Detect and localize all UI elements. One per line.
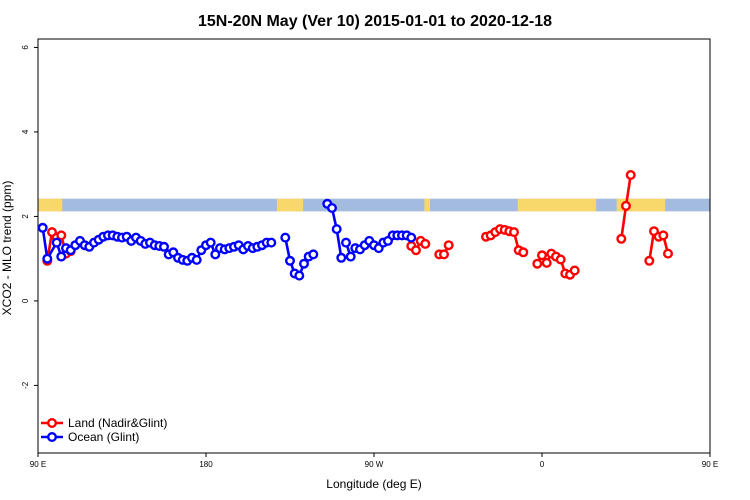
legend-land-marker [47,418,58,429]
series-land-point [443,240,454,251]
x-tick-label: 180 [199,460,213,469]
y-axis: -2 0 2 4 6 [21,45,38,389]
x-tick-label: 0 [540,460,545,469]
series-land-point [518,247,529,258]
series-land-point [541,257,552,268]
series-land-point [569,265,580,276]
series-land-point [663,248,674,259]
series-ocean-point [285,255,296,266]
map-strip-land [38,198,63,212]
series-land-point [616,233,627,244]
series-ocean-point [308,249,319,260]
series-land-point [555,254,566,265]
series-ocean-point [56,251,67,262]
series-land [42,169,674,280]
legend-ocean-marker [47,432,58,443]
series-land-point [644,255,655,266]
series-ocean-point [299,258,310,269]
series-ocean-point [266,237,277,248]
x-tick-label: 90 E [702,460,718,469]
series-ocean-point [406,232,417,243]
x-axis: 90 E 180 90 W 0 90 E [30,453,718,469]
series-land-point [411,245,422,256]
series-ocean-point [42,253,53,264]
series-ocean-point [51,237,62,248]
series-ocean-point [327,202,338,213]
series-land-point [509,227,520,238]
x-tick-label: 90 W [365,460,384,469]
legend-land-label: Land (Nadir&Glint) [68,416,167,430]
y-tick-label: 4 [21,129,30,134]
series-ocean-point [336,252,347,263]
series-land-point [532,258,543,269]
y-tick-label: 6 [21,45,30,50]
series-land-point [439,249,450,260]
legend-ocean-label: Ocean (Glint) [68,430,139,444]
chart-title: 15N-20N May (Ver 10) 2015-01-01 to 2020-… [198,13,552,30]
series-land-point [658,230,669,241]
series-land-point [621,200,632,211]
map-strip-land [424,198,430,212]
series-ocean-point [341,237,352,248]
series-ocean-point [210,249,221,260]
series-ocean-point [331,224,342,235]
map-strip-ocean [38,198,710,212]
series-ocean-point [191,254,202,265]
series-ocean-point [345,251,356,262]
x-axis-label: Longitude (deg E) [326,477,421,491]
series-land-point [56,230,67,241]
x-tick-label: 90 E [30,460,46,469]
series-ocean-point [280,232,291,243]
map-strip [38,198,710,212]
y-tick-label: -2 [21,381,30,389]
series-land-point [537,250,548,261]
series-ocean-point [37,222,48,233]
series-ocean [37,198,417,281]
map-strip-land [276,198,304,212]
series-ocean-point [205,237,216,248]
series-ocean-point [294,270,305,281]
map-strip-land [517,198,597,212]
series-layer [37,169,674,281]
y-axis-label: XCO2 - MLO trend (ppm) [0,181,14,316]
legend: Land (Nadir&Glint)Ocean (Glint) [41,416,167,444]
series-ocean-point [158,241,169,252]
y-tick-label: 0 [21,298,30,303]
series-land-point [420,238,431,249]
series-land-point [625,169,636,180]
y-tick-label: 2 [21,214,30,219]
